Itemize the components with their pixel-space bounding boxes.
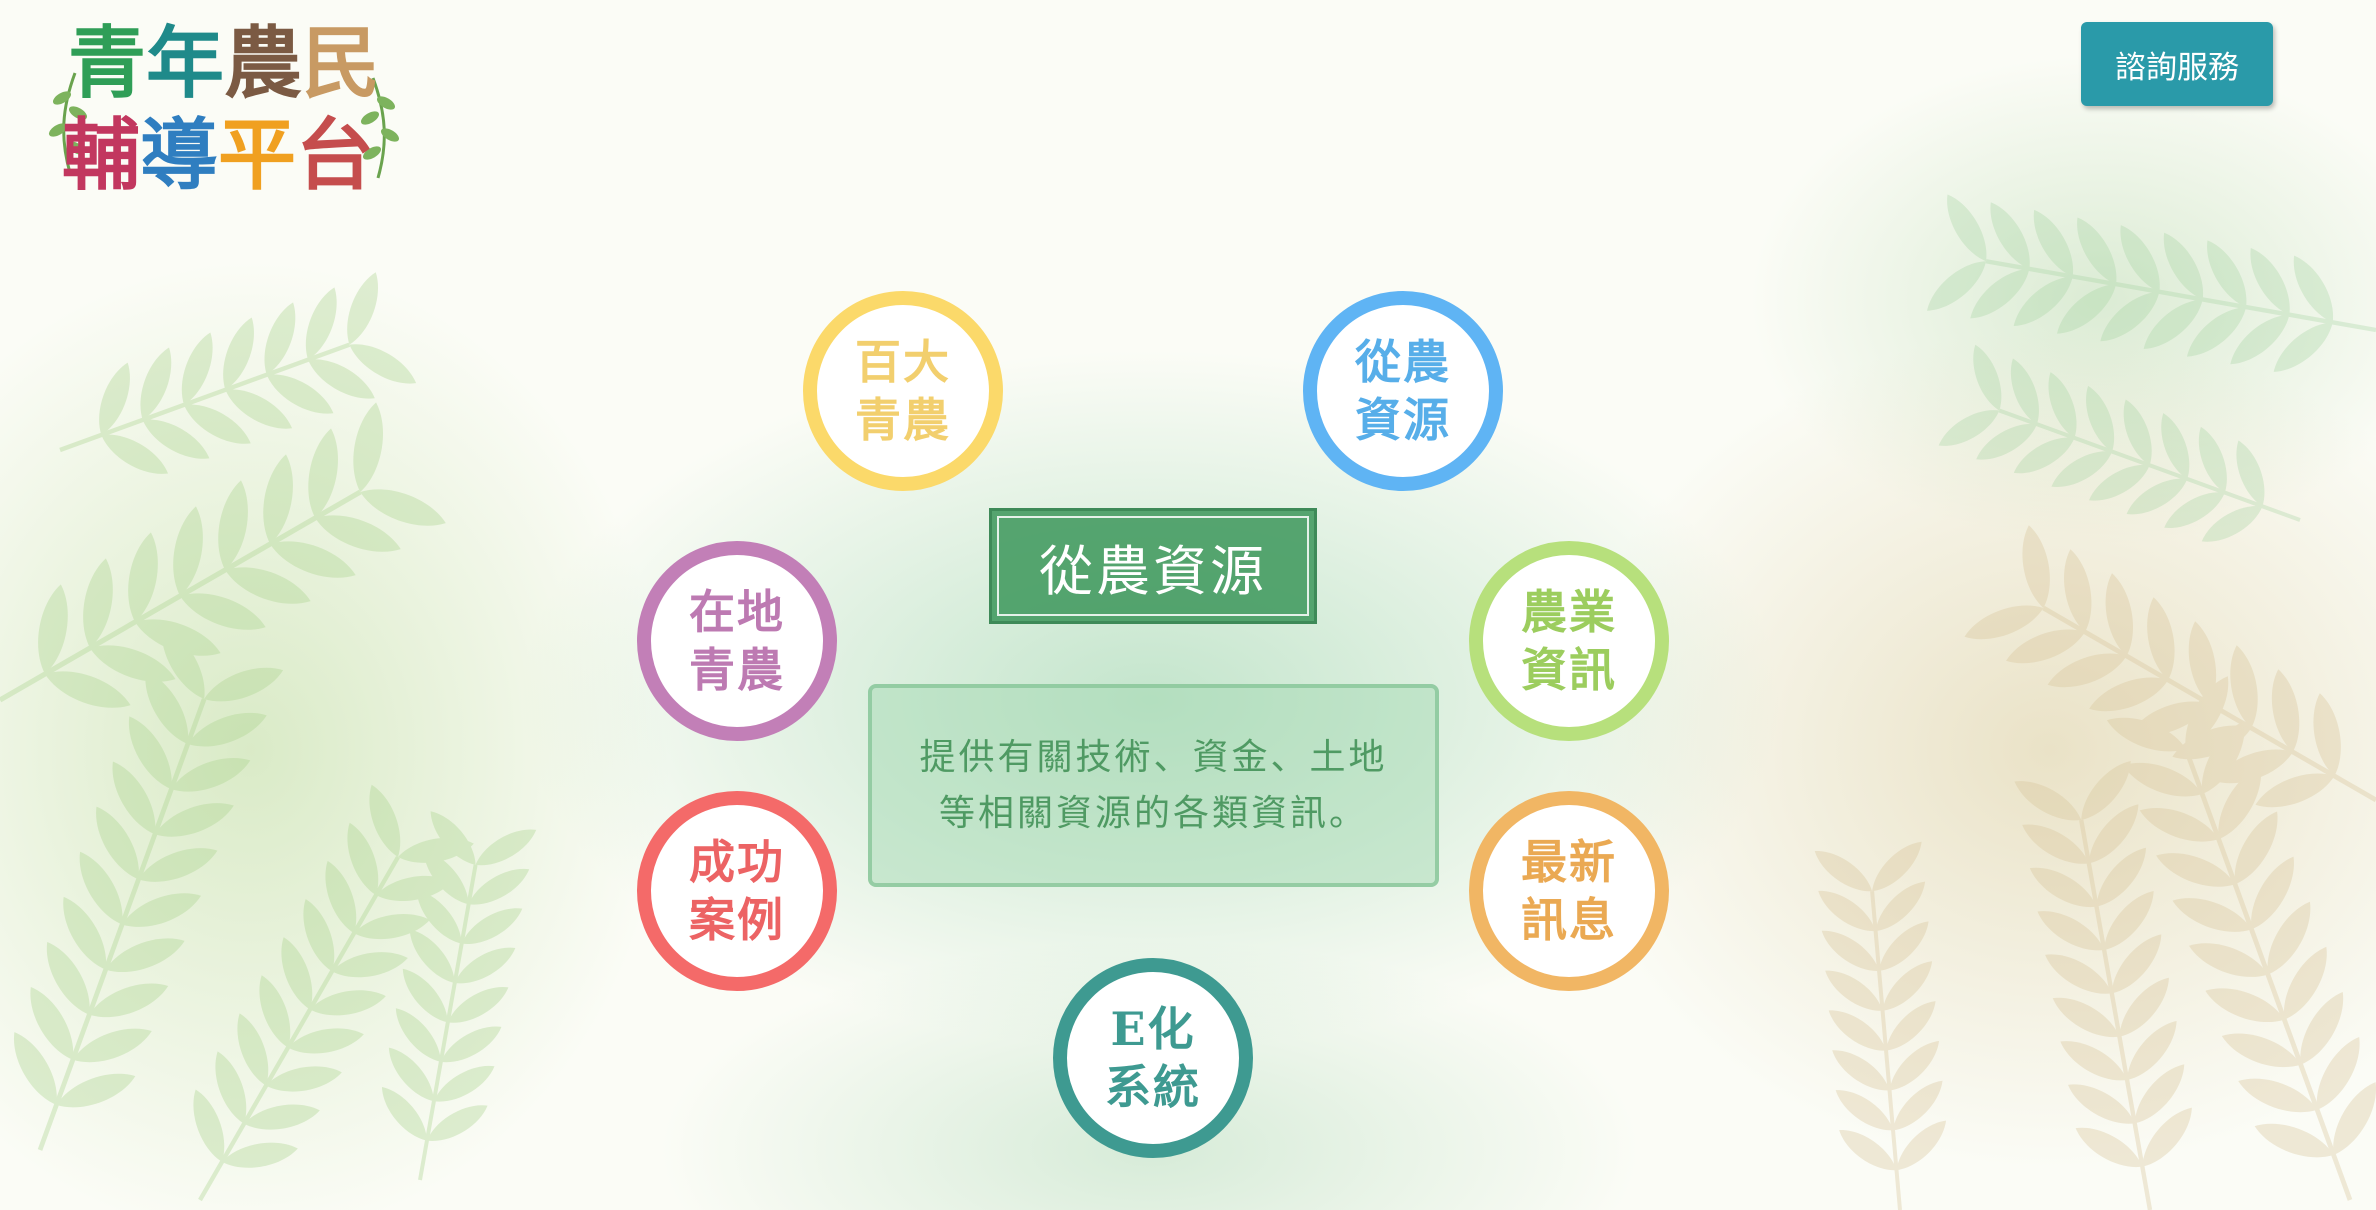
consult-service-button[interactable]: 諮詢服務 (2081, 22, 2273, 106)
menu-item-label: 農業資訊 (1521, 585, 1617, 697)
selected-description-text: 提供有關技術、資金、土地等相關資源的各類資訊。 (919, 736, 1388, 834)
selected-title-text: 從農資源 (1039, 539, 1267, 603)
menu-item-label: 從農資源 (1355, 335, 1451, 447)
menu-item-label: 成功案例 (689, 835, 785, 947)
logo-char: 導 (140, 111, 218, 201)
menu-item-label: 百大青農 (855, 335, 951, 447)
menu-item-hundred-young-farmers[interactable]: 百大青農 (803, 291, 1003, 491)
selected-section-title: 從農資源 (989, 508, 1317, 624)
menu-item-agri-info[interactable]: 農業資訊 (1469, 541, 1669, 741)
menu-item-success-cases[interactable]: 成功案例 (637, 791, 837, 991)
logo-char: 年 (146, 19, 224, 109)
logo-char: 台 (296, 111, 374, 201)
menu-item-e-system[interactable]: E化系統 (1053, 958, 1253, 1158)
selected-section-description: 提供有關技術、資金、土地等相關資源的各類資訊。 (868, 684, 1439, 887)
site-logo[interactable]: 青 年 農 民 輔 導 平 台 (40, 18, 410, 208)
menu-item-local-young-farmers[interactable]: 在地青農 (637, 541, 837, 741)
logo-char: 青 (68, 19, 146, 109)
logo-char: 輔 (62, 111, 140, 201)
logo-title-row-2: 輔 導 平 台 (62, 110, 374, 202)
leaf-sprig-icon (360, 77, 400, 179)
logo-char: 民 (302, 19, 380, 109)
menu-item-latest-news[interactable]: 最新訊息 (1469, 791, 1669, 991)
menu-item-label: 在地青農 (689, 585, 785, 697)
menu-item-label: 最新訊息 (1521, 835, 1617, 947)
logo-char: 農 (224, 19, 302, 109)
logo-title-row-1: 青 年 農 民 (68, 18, 380, 110)
menu-item-farming-resources[interactable]: 從農資源 (1303, 291, 1503, 491)
leaf-sprig-icon (48, 72, 88, 174)
menu-item-label: E化系統 (1105, 1002, 1201, 1114)
logo-char: 平 (218, 111, 296, 201)
